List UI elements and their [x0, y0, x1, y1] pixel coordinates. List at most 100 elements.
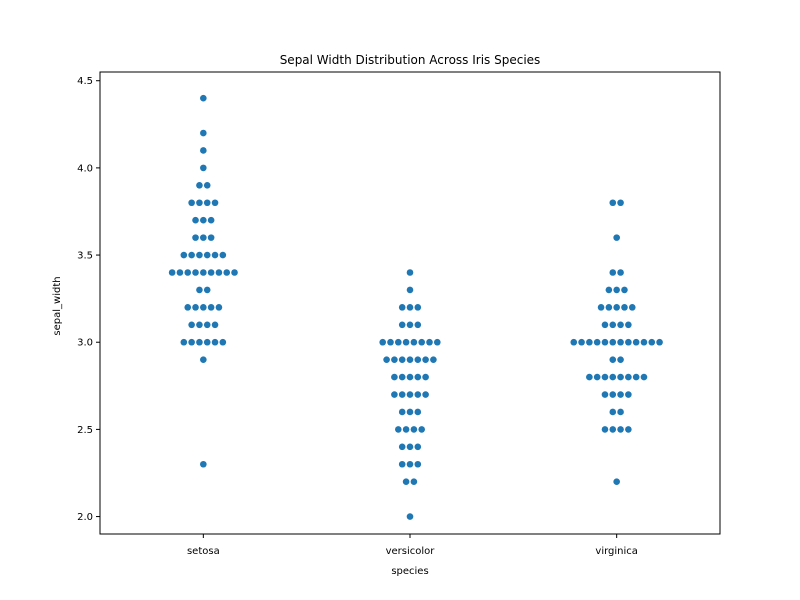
- y-tick-label: 2.0: [77, 512, 93, 523]
- data-point-virginica: [609, 321, 617, 329]
- data-point-versicolor: [395, 426, 402, 433]
- data-point-setosa: [219, 338, 227, 346]
- data-point-setosa: [207, 304, 215, 311]
- x-tick-label-setosa: setosa: [187, 546, 220, 557]
- data-point-setosa: [180, 251, 188, 259]
- data-point-versicolor: [398, 321, 406, 329]
- data-point-virginica: [617, 408, 624, 416]
- data-point-setosa: [196, 251, 203, 259]
- data-point-versicolor: [414, 391, 422, 398]
- data-point-virginica: [609, 426, 617, 433]
- data-point-setosa: [192, 269, 199, 276]
- data-point-setosa: [200, 94, 207, 102]
- data-point-setosa: [203, 286, 211, 294]
- y-tick-label: 4.0: [77, 163, 93, 174]
- data-point-setosa: [196, 182, 203, 189]
- data-point-setosa: [200, 147, 207, 154]
- chart-title: Sepal Width Distribution Across Iris Spe…: [280, 53, 541, 67]
- data-point-versicolor: [422, 373, 429, 381]
- data-point-versicolor: [383, 356, 390, 363]
- data-point-versicolor: [410, 338, 418, 346]
- data-point-setosa: [207, 269, 215, 276]
- data-point-versicolor: [387, 338, 394, 346]
- data-point-versicolor: [406, 460, 414, 468]
- data-point-versicolor: [406, 286, 414, 294]
- data-point-virginica: [601, 321, 609, 329]
- data-point-versicolor: [391, 356, 398, 363]
- data-point-setosa: [200, 129, 207, 137]
- data-point-virginica: [632, 373, 640, 381]
- data-point-virginica: [609, 391, 617, 398]
- points-layer: [168, 94, 663, 520]
- data-point-virginica: [609, 373, 617, 381]
- data-point-virginica: [617, 373, 624, 381]
- data-point-versicolor: [414, 321, 422, 329]
- data-point-setosa: [184, 269, 192, 276]
- data-point-versicolor: [406, 391, 414, 398]
- data-point-versicolor: [398, 356, 406, 363]
- data-point-versicolor: [426, 338, 433, 346]
- data-point-virginica: [605, 304, 613, 311]
- data-point-setosa: [184, 304, 192, 311]
- data-point-setosa: [176, 269, 184, 276]
- data-point-virginica: [586, 373, 593, 381]
- x-tick-label-virginica: virginica: [595, 546, 638, 557]
- data-point-setosa: [219, 251, 227, 259]
- data-point-setosa: [211, 251, 219, 259]
- data-point-virginica: [617, 199, 624, 207]
- data-point-setosa: [196, 199, 203, 207]
- data-point-versicolor: [402, 478, 410, 486]
- data-point-setosa: [196, 321, 203, 329]
- data-point-setosa: [200, 216, 207, 224]
- data-point-versicolor: [406, 321, 414, 329]
- data-point-setosa: [200, 234, 207, 241]
- data-point-virginica: [617, 338, 624, 346]
- data-point-versicolor: [414, 408, 422, 416]
- data-point-virginica: [601, 338, 609, 346]
- data-point-versicolor: [406, 373, 414, 381]
- data-point-virginica: [601, 391, 609, 398]
- data-point-setosa: [188, 338, 195, 346]
- data-point-virginica: [609, 199, 617, 207]
- data-point-versicolor: [398, 373, 406, 381]
- data-point-setosa: [200, 460, 207, 468]
- data-point-setosa: [196, 286, 203, 294]
- data-point-virginica: [648, 338, 656, 346]
- data-point-virginica: [578, 338, 585, 346]
- data-point-versicolor: [406, 269, 414, 276]
- data-point-versicolor: [398, 304, 406, 311]
- data-point-setosa: [203, 321, 211, 329]
- data-point-versicolor: [406, 304, 414, 311]
- y-tick-label: 2.5: [77, 425, 93, 436]
- data-point-setosa: [223, 269, 231, 276]
- data-point-setosa: [192, 304, 199, 311]
- data-point-setosa: [207, 216, 215, 224]
- data-point-virginica: [613, 478, 620, 486]
- y-tick-label: 4.5: [77, 76, 93, 87]
- data-point-virginica: [625, 373, 632, 381]
- data-point-virginica: [593, 373, 601, 381]
- x-tick-label-versicolor: versicolor: [386, 546, 436, 557]
- data-point-virginica: [605, 286, 613, 294]
- data-point-versicolor: [406, 408, 414, 416]
- data-point-versicolor: [406, 356, 414, 363]
- data-point-setosa: [200, 356, 207, 363]
- data-point-versicolor: [434, 338, 441, 346]
- data-point-setosa: [211, 199, 219, 207]
- data-point-virginica: [601, 373, 609, 381]
- data-point-virginica: [640, 373, 648, 381]
- data-point-virginica: [609, 356, 617, 363]
- data-point-versicolor: [395, 338, 402, 346]
- data-point-setosa: [203, 338, 211, 346]
- data-point-virginica: [617, 269, 624, 276]
- y-tick-label: 3.0: [77, 338, 93, 349]
- data-point-versicolor: [391, 391, 398, 398]
- data-point-virginica: [609, 408, 617, 416]
- data-point-virginica: [625, 338, 632, 346]
- data-point-versicolor: [414, 460, 422, 468]
- data-point-setosa: [207, 234, 215, 241]
- data-point-setosa: [200, 164, 207, 172]
- data-point-setosa: [188, 251, 195, 259]
